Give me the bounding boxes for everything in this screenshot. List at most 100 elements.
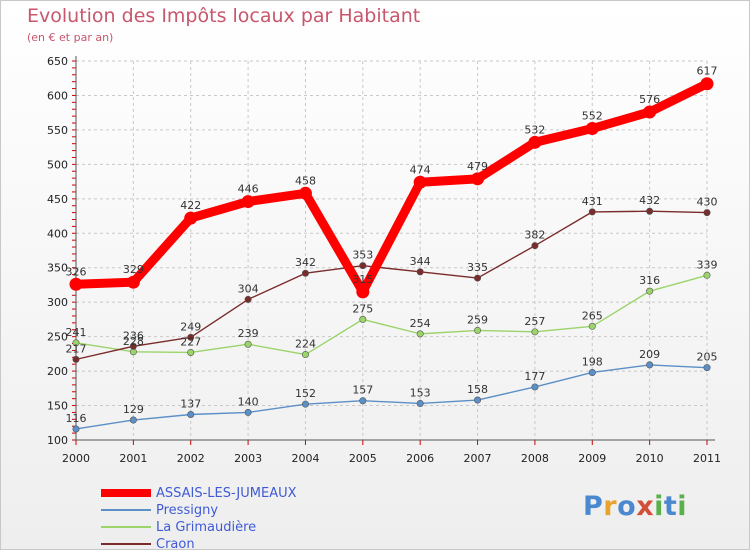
logo-letter: o xyxy=(617,491,637,522)
data-point-assais-les-jumeaux xyxy=(184,211,198,225)
data-point-la-grimaudiere xyxy=(646,287,654,295)
data-point-assais-les-jumeaux xyxy=(528,135,542,149)
data-point-craon xyxy=(359,262,367,270)
data-point-pressigny xyxy=(416,399,424,407)
x-tick-label: 2003 xyxy=(234,452,262,465)
data-point-craon xyxy=(646,207,654,215)
logo-letter: r xyxy=(603,491,618,522)
data-point-pressigny xyxy=(588,368,596,376)
data-label-la-grimaudiere: 316 xyxy=(639,274,660,287)
data-point-la-grimaudiere xyxy=(474,326,482,334)
data-point-pressigny xyxy=(129,416,137,424)
data-label-pressigny: 153 xyxy=(410,386,431,399)
data-point-la-grimaudiere xyxy=(531,328,539,336)
logo-letter: t xyxy=(663,491,678,522)
y-tick-label: 400 xyxy=(47,227,68,240)
x-tick-label: 2010 xyxy=(636,452,664,465)
grid xyxy=(75,60,708,441)
data-label-craon: 249 xyxy=(180,320,201,333)
y-tick-label: 200 xyxy=(47,365,68,378)
data-label-pressigny: 158 xyxy=(467,383,488,396)
proxiti-logo: Proxiti xyxy=(583,491,687,522)
x-tick-label: 2002 xyxy=(177,452,205,465)
data-point-la-grimaudiere xyxy=(416,330,424,338)
data-label-la-grimaudiere: 275 xyxy=(352,302,373,315)
data-point-craon xyxy=(416,268,424,276)
data-point-la-grimaudiere xyxy=(588,322,596,330)
data-point-craon xyxy=(588,208,596,216)
data-point-assais-les-jumeaux xyxy=(643,105,657,119)
data-label-pressigny: 209 xyxy=(639,348,660,361)
data-point-pressigny xyxy=(359,397,367,405)
data-label-pressigny: 137 xyxy=(180,398,201,411)
data-label-assais-les-jumeaux: 458 xyxy=(295,174,316,187)
y-tick-label: 100 xyxy=(47,434,68,447)
data-label-assais-les-jumeaux: 552 xyxy=(582,110,603,123)
data-label-pressigny: 129 xyxy=(123,403,144,416)
legend-swatch xyxy=(101,543,151,545)
logo-letter: x xyxy=(636,491,655,522)
data-label-la-grimaudiere: 228 xyxy=(123,335,144,348)
legend-label: ASSAIS-LES-JUMEAUX xyxy=(156,486,297,501)
y-tick-label: 300 xyxy=(47,296,68,309)
legend-swatch xyxy=(101,509,151,511)
data-label-la-grimaudiere: 239 xyxy=(238,327,259,340)
data-point-craon xyxy=(72,355,80,363)
data-point-assais-les-jumeaux xyxy=(356,285,370,299)
data-label-craon: 382 xyxy=(524,229,545,242)
data-point-la-grimaudiere xyxy=(359,315,367,323)
data-label-la-grimaudiere: 254 xyxy=(410,317,431,330)
data-label-la-grimaudiere: 224 xyxy=(295,338,316,351)
data-point-assais-les-jumeaux xyxy=(69,277,83,291)
data-label-pressigny: 140 xyxy=(238,395,259,408)
y-tick-label: 450 xyxy=(47,193,68,206)
data-label-la-grimaudiere: 241 xyxy=(66,326,87,339)
legend-swatch xyxy=(101,526,151,528)
data-point-craon xyxy=(474,274,482,282)
data-label-craon: 432 xyxy=(639,194,660,207)
x-tick-label: 2005 xyxy=(349,452,377,465)
data-label-la-grimaudiere: 259 xyxy=(467,313,488,326)
logo-letter: P xyxy=(583,491,604,522)
data-label-craon: 304 xyxy=(238,282,259,295)
series xyxy=(69,77,714,433)
data-point-la-grimaudiere xyxy=(301,351,309,359)
data-label-pressigny: 177 xyxy=(524,370,545,383)
x-tick-label: 2007 xyxy=(464,452,492,465)
y-tick-label: 550 xyxy=(47,124,68,137)
legend-label: Craon xyxy=(156,537,195,552)
data-label-craon: 335 xyxy=(467,261,488,274)
data-label-assais-les-jumeaux: 479 xyxy=(467,160,488,173)
data-label-la-grimaudiere: 257 xyxy=(524,315,545,328)
data-label-pressigny: 198 xyxy=(582,355,603,368)
legend-swatch xyxy=(101,489,151,497)
legend-label: Pressigny xyxy=(156,503,219,518)
data-label-assais-les-jumeaux: 532 xyxy=(524,123,545,136)
data-label-assais-les-jumeaux: 315 xyxy=(352,273,373,286)
chart-title: Evolution des Impôts locaux par Habitant xyxy=(27,5,421,27)
data-point-pressigny xyxy=(244,408,252,416)
data-point-pressigny xyxy=(531,383,539,391)
data-point-assais-les-jumeaux xyxy=(700,77,714,91)
x-tick-label: 2001 xyxy=(119,452,147,465)
data-point-craon xyxy=(301,269,309,277)
data-label-la-grimaudiere: 339 xyxy=(697,258,718,271)
data-point-assais-les-jumeaux xyxy=(585,122,599,136)
data-point-la-grimaudiere xyxy=(703,271,711,279)
y-tick-label: 250 xyxy=(47,331,68,344)
data-label-pressigny: 152 xyxy=(295,387,316,400)
data-point-la-grimaudiere xyxy=(187,348,195,356)
logo-letter: i xyxy=(677,491,688,522)
series-line-craon xyxy=(75,210,708,361)
data-label-la-grimaudiere: 265 xyxy=(582,309,603,322)
data-point-pressigny xyxy=(301,400,309,408)
x-tick-label: 2006 xyxy=(406,452,434,465)
data-label-craon: 353 xyxy=(352,249,373,262)
data-label-pressigny: 157 xyxy=(352,384,373,397)
data-point-assais-les-jumeaux xyxy=(241,195,255,209)
data-point-pressigny xyxy=(187,411,195,419)
y-tick-label: 150 xyxy=(47,400,68,413)
series-line-pressigny xyxy=(75,364,708,430)
